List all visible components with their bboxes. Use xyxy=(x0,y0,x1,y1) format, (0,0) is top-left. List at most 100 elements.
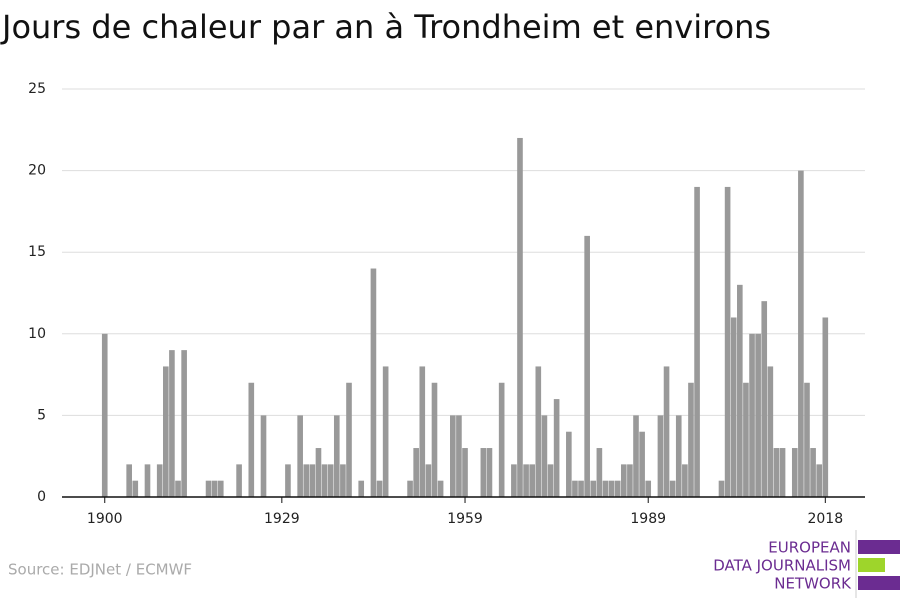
bar xyxy=(346,382,352,497)
bar xyxy=(724,186,731,498)
y-tick-label: 20 xyxy=(28,163,46,179)
bar xyxy=(303,464,310,497)
bar xyxy=(181,350,187,497)
y-tick-label: 0 xyxy=(37,489,46,505)
y-tick-label: 5 xyxy=(37,407,46,423)
bar xyxy=(511,464,517,497)
bar xyxy=(297,415,303,497)
bar xyxy=(718,480,725,497)
x-tick-label: 1959 xyxy=(447,511,483,527)
bar xyxy=(132,480,139,497)
x-tick-label: 1900 xyxy=(87,511,123,527)
bar xyxy=(816,464,823,497)
bar xyxy=(260,415,267,497)
bar xyxy=(413,448,419,497)
bar xyxy=(614,480,621,497)
bar xyxy=(743,382,749,497)
bar xyxy=(553,399,560,497)
bar xyxy=(737,284,743,497)
bar xyxy=(645,480,652,497)
bar xyxy=(425,464,432,497)
bar xyxy=(791,448,798,497)
bar xyxy=(333,415,340,497)
bar xyxy=(590,480,597,497)
bar xyxy=(419,366,426,497)
bar xyxy=(321,464,328,497)
y-tick-label: 10 xyxy=(28,326,46,342)
bar xyxy=(205,480,212,497)
bar xyxy=(156,464,163,497)
bar xyxy=(101,333,108,497)
bar xyxy=(248,382,255,497)
bar xyxy=(175,480,181,497)
bar xyxy=(382,366,389,497)
bar xyxy=(669,480,676,497)
bar xyxy=(682,464,688,497)
bar xyxy=(211,480,218,497)
bar xyxy=(578,480,584,497)
bar xyxy=(517,137,523,497)
bar xyxy=(730,317,737,497)
logo-text: EUROPEAN xyxy=(768,539,851,557)
x-tick-label: 1929 xyxy=(264,511,300,527)
bar xyxy=(236,464,242,497)
bar xyxy=(462,448,468,497)
bar xyxy=(675,415,682,497)
bar xyxy=(529,464,536,497)
logo-bar xyxy=(858,558,885,572)
bar xyxy=(376,480,383,497)
bar xyxy=(810,448,816,497)
logo-text: DATA JOURNALISM xyxy=(713,557,851,575)
bar xyxy=(596,448,603,497)
bar xyxy=(584,235,590,497)
bar xyxy=(767,366,774,497)
bar xyxy=(340,464,346,497)
x-tick-label: 2018 xyxy=(807,511,843,527)
bar xyxy=(431,382,438,497)
bar xyxy=(804,382,810,497)
bar xyxy=(633,415,639,497)
bar xyxy=(798,170,804,497)
bar xyxy=(755,333,761,497)
bar xyxy=(126,464,132,497)
bar xyxy=(169,350,175,497)
bar xyxy=(217,480,224,497)
bar xyxy=(602,480,609,497)
bar xyxy=(608,480,615,497)
bar xyxy=(456,415,462,497)
bar xyxy=(694,186,700,498)
bar xyxy=(163,366,169,497)
bar xyxy=(358,480,365,497)
source: Source: EDJNet / ECMWF xyxy=(8,561,192,579)
bar xyxy=(749,333,755,497)
bar xyxy=(535,366,542,497)
logo-text: NETWORK xyxy=(774,575,852,593)
bar xyxy=(309,464,316,497)
bar xyxy=(144,464,151,497)
bar xyxy=(523,464,529,497)
y-tick-label: 15 xyxy=(28,244,46,260)
bar xyxy=(437,480,444,497)
bar xyxy=(639,431,645,497)
x-tick-label: 1989 xyxy=(630,511,666,527)
bar xyxy=(657,415,664,497)
logo-bar xyxy=(858,576,900,590)
bar xyxy=(566,431,572,497)
bar xyxy=(285,464,291,497)
bar xyxy=(450,415,456,497)
logo: EUROPEAN DATA JOURNALISM NETWORK xyxy=(713,530,900,598)
bar xyxy=(498,382,505,497)
bar xyxy=(486,448,493,497)
bar xyxy=(572,480,578,497)
logo-bar xyxy=(858,540,900,554)
bar xyxy=(370,268,377,497)
bar xyxy=(315,448,322,497)
bar xyxy=(627,464,633,497)
bar xyxy=(761,301,768,497)
chart-title: Jours de chaleur par an à Trondheim et e… xyxy=(0,8,771,46)
bar xyxy=(620,464,627,497)
bar xyxy=(407,480,413,497)
bar xyxy=(480,448,487,497)
bar xyxy=(773,448,780,497)
